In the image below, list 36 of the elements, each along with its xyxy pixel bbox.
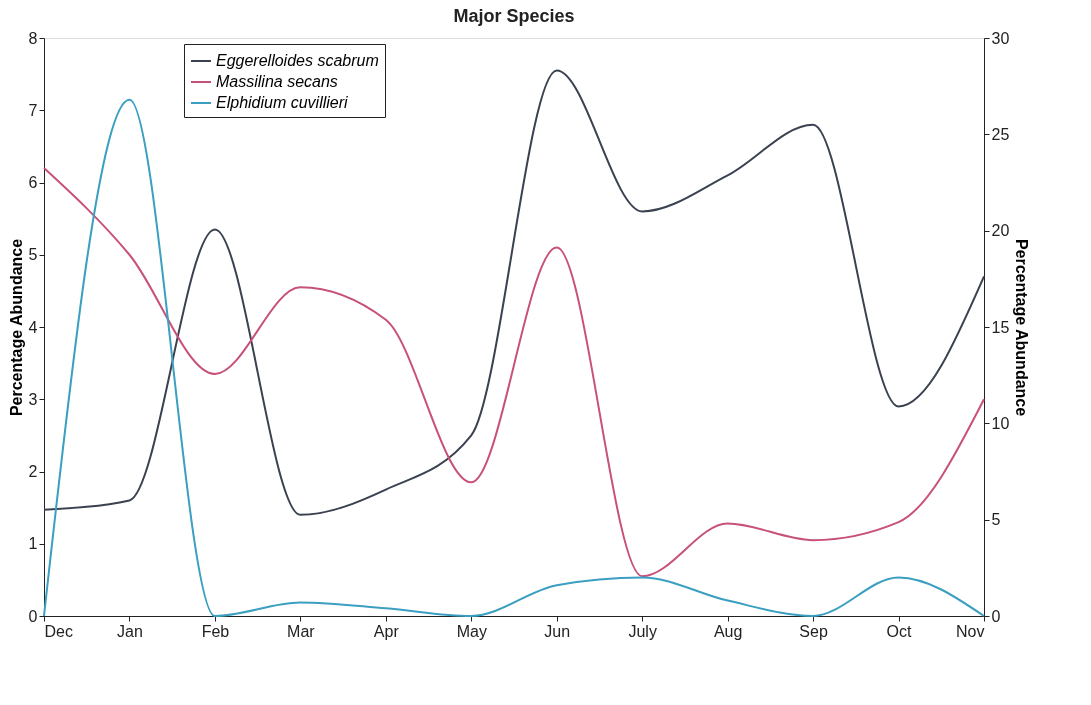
y2-tick-label: 30 [991,29,1010,47]
y-tick-label: 4 [28,318,38,336]
x-tick-label: July [628,622,657,640]
x-tick-label: Aug [713,622,743,640]
y-axis-title: Percentage Abundance [7,238,25,417]
x-tick-label: Sep [799,622,828,640]
y2-tick-label: 25 [991,125,1010,143]
y-tick-label: 0 [28,607,38,625]
y2-tick-label: 0 [991,607,1001,625]
legend-label: Elphidium cuvillieri [216,94,349,111]
y-tick-label: 7 [28,101,38,119]
y-tick-label: 3 [28,390,38,408]
y2-tick-label: 20 [991,222,1010,240]
legend-label: Eggerelloides scabrum [216,52,379,69]
x-tick-label: Jan [117,622,143,640]
y2-tick-label: 5 [991,511,1001,529]
y2-axis-title: Percentage Abundance [1013,238,1031,417]
y2-tick-label: 10 [991,414,1010,432]
y-tick-label: 5 [28,246,38,264]
x-tick-label: Nov [956,622,985,640]
line-series [43,167,985,578]
x-tick-label: May [456,622,487,640]
y-tick-label: 2 [28,463,38,480]
y2-tick-label: 15 [991,318,1010,336]
x-tick-label: Dec [44,622,73,640]
x-tick-label: Mar [287,622,316,640]
x-tick-label: Feb [201,622,230,640]
y-tick-label: 1 [28,535,38,553]
chart-title: Major Species [453,6,575,26]
x-tick-label: Apr [373,622,400,640]
y-tick-label: 8 [28,29,38,47]
y-tick-label: 6 [28,174,38,191]
x-tick-label: Jun [544,622,571,640]
line-series [43,69,985,516]
x-tick-label: Oct [886,622,913,640]
legend-label: Massilina secans [216,73,338,90]
